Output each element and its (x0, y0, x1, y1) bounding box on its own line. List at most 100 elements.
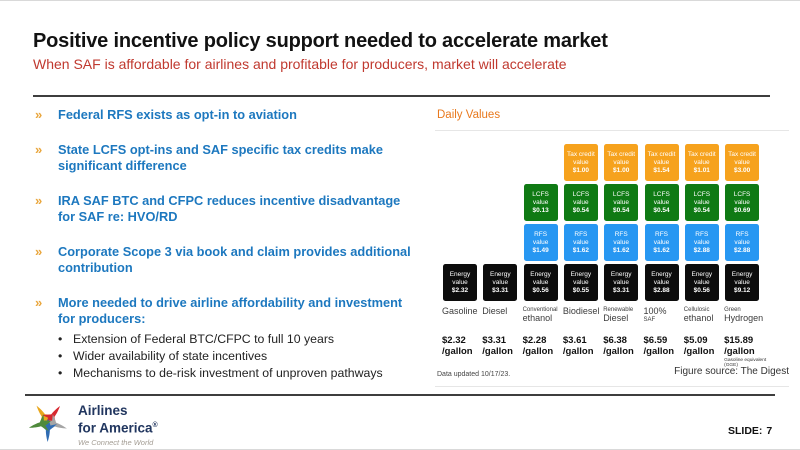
box-label-value: value (532, 278, 549, 286)
box-label-value: value (653, 278, 670, 286)
box-amount: $1.62 (613, 246, 630, 254)
category-label-main: ethanol (683, 312, 714, 323)
box-amount: $0.54 (613, 206, 630, 214)
chart-box-energy: Energy value $0.56 (684, 264, 719, 301)
logo-line1: Airlines (78, 403, 128, 418)
box-amount: $2.88 (653, 286, 670, 294)
box-label: Energy (489, 270, 511, 278)
price-unit: /gallon (724, 346, 755, 357)
category-label-small: Conventional (522, 307, 558, 313)
sub-bullet-text: Mechanisms to de-risk investment of unpr… (73, 366, 383, 380)
category-label-main: Biodiesel (562, 306, 600, 316)
price-unit: /gallon (643, 346, 675, 357)
chart-box-tax-credit: Tax credit value $1.01 (684, 144, 719, 181)
box-amount: $1.00 (572, 166, 590, 174)
chart-border-bottom (435, 386, 789, 387)
page-title: Positive incentive policy support needed… (33, 30, 608, 52)
price-label: $5.09/gallon (684, 335, 728, 357)
chart-title: Daily Values (437, 109, 501, 121)
category-label: Biodiesel (562, 306, 603, 317)
box-amount: $2.88 (693, 246, 710, 254)
box-label-value: value (452, 278, 468, 286)
box-amount: $3.31 (613, 286, 630, 294)
chart-box-rfs: RFS value $1.49 (523, 224, 558, 261)
chart-box-tax-credit: Tax credit value $1.54 (644, 144, 679, 181)
box-label: LCFS (653, 190, 670, 198)
chart-box-rfs: RFS value $1.62 (563, 224, 598, 261)
category-label: Gasoline (442, 306, 482, 317)
logo-line2: for America (78, 420, 153, 436)
category-label: Renewable Diesel (603, 307, 643, 323)
box-label: Energy (651, 270, 672, 278)
chart-box-energy: Energy value $9.12 (725, 264, 760, 301)
chart-box-rfs: RFS value $1.62 (644, 224, 679, 261)
chevron-marker: » (35, 193, 43, 208)
box-label-value: value (694, 158, 710, 166)
price-label: $3.31/gallon (482, 335, 526, 357)
price-amount: $3.31 (482, 335, 507, 346)
chart-border-top (435, 130, 789, 131)
box-label: RFS (735, 230, 749, 238)
dot-marker: • (58, 349, 63, 363)
box-amount: $0.13 (532, 206, 549, 214)
price-note: Gasoline equivalent (GGE) (724, 358, 767, 369)
pinwheel-planes-icon (28, 405, 67, 442)
chart-box-energy: Energy value $0.55 (563, 264, 598, 301)
price-amount: $6.38 (603, 335, 627, 346)
box-amount: $0.56 (532, 286, 549, 294)
box-amount: $2.32 (451, 286, 469, 294)
chart-box-lcfs: LCFS value $0.13 (523, 184, 558, 221)
bullet-item: » Federal RFS exists as opt-in to aviatio… (35, 107, 455, 123)
sub-bullet-text: Wider availability of state incentives (73, 349, 268, 363)
box-label-value: value (573, 278, 589, 286)
chart-box-energy: Energy value $0.56 (523, 264, 558, 301)
box-amount: $3.00 (733, 166, 751, 174)
box-amount: $0.56 (693, 286, 710, 294)
chart-box-lcfs: LCFS value $0.54 (644, 184, 679, 221)
sub-bullet-item: • Wider availability of state incentives (58, 348, 455, 365)
box-label-value: value (653, 238, 670, 246)
category-label-main: Diesel (603, 312, 629, 323)
box-label: Energy (731, 270, 753, 278)
header-divider (33, 95, 770, 97)
category-label: Green Hydrogen (724, 307, 764, 323)
box-label: Energy (570, 270, 592, 278)
box-amount: $0.54 (693, 206, 710, 214)
chart-box-energy: Energy value $2.32 (443, 264, 477, 301)
box-label-value: value (613, 158, 629, 166)
price-label: $6.59/gallon (644, 335, 688, 357)
box-amount: $1.49 (532, 246, 549, 254)
box-label: RFS (614, 230, 628, 238)
chart-box-energy: Energy value $3.31 (483, 264, 518, 301)
price-unit: /gallon (603, 346, 634, 357)
box-label: Tax credit (566, 150, 595, 158)
category-label: Diesel (482, 306, 522, 317)
price-amount: $6.59 (643, 335, 668, 346)
bullet-text: IRA SAF BTC and CFPC reduces incentive d… (58, 193, 401, 224)
sub-bullet-list: • Extension of Federal BTC/CFPC to full 1… (58, 331, 455, 382)
bullet-text: More needed to drive airline affordabili… (58, 295, 455, 382)
box-amount: $1.01 (693, 166, 710, 174)
box-amount: $0.55 (572, 286, 590, 294)
price-unit: /gallon (482, 346, 513, 357)
box-label: LCFS (612, 190, 630, 198)
price-unit: /gallon (562, 346, 594, 357)
dot-marker: • (58, 332, 63, 346)
price-unit: /gallon (522, 346, 554, 357)
category-label-small: Green (724, 307, 741, 313)
box-label-value: value (492, 278, 509, 286)
box-label: RFS (695, 230, 709, 238)
category-label-main: Gasoline (442, 306, 478, 316)
box-label: RFS (655, 230, 668, 238)
chevron-marker: » (35, 142, 43, 157)
chevron-marker: » (35, 107, 43, 122)
airlines-for-america-logo: Airlines for America® We Connect the Wor… (26, 399, 158, 447)
chevron-marker: » (35, 244, 43, 259)
sub-bullet-item: • Extension of Federal BTC/CFPC to full 1… (58, 331, 455, 348)
box-label-value: value (734, 238, 750, 246)
price-label: $2.32/gallon (442, 335, 486, 357)
daily-values-chart: Daily Values Energy value $2.32 Energy value… (435, 109, 791, 401)
slide-number-value: 7 (766, 425, 773, 437)
box-label: LCFS (532, 190, 549, 198)
box-label-value: value (573, 238, 589, 246)
